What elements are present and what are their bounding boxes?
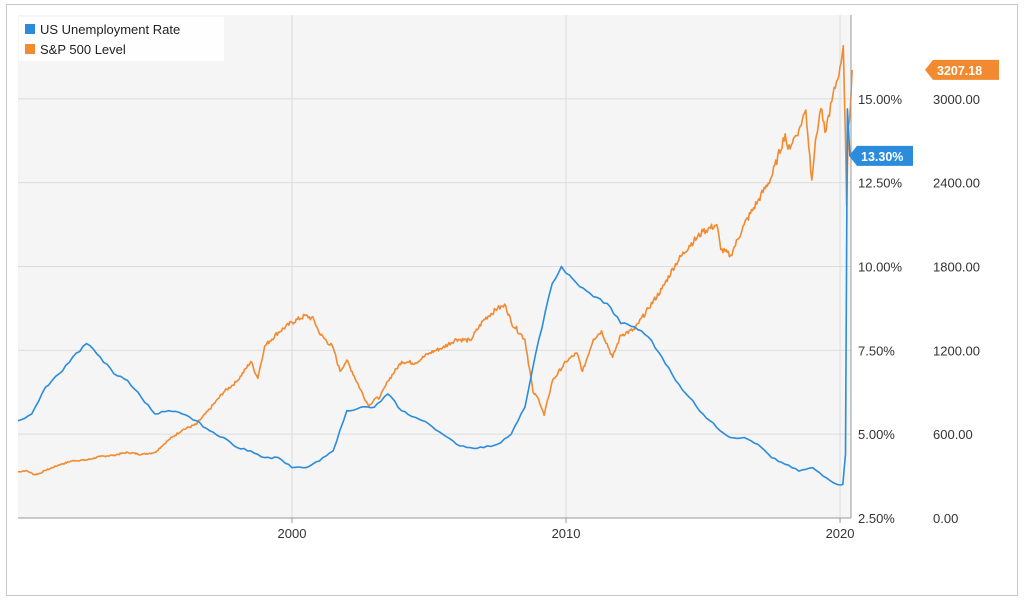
axes-layer: 2.50% 5.00% 7.50% 10.00% 12.50% 15.00% 0.00 600… [18, 15, 980, 541]
series-layer [17, 44, 853, 486]
right-axis-tick-label: 0.00 [933, 511, 958, 526]
unemployment-last-value-flag-shape [849, 145, 913, 166]
legend-swatch [25, 24, 35, 34]
line-chart: 2.50% 5.00% 7.50% 10.00% 12.50% 15.00% 0.00 600… [17, 15, 999, 541]
x-axis-tick-label: 2000 [278, 526, 307, 541]
chart-frame: 2.50% 5.00% 7.50% 10.00% 12.50% 15.00% 0.00 600… [6, 4, 1018, 596]
x-axis-tick-label: 2020 [826, 526, 855, 541]
left-axis-tick-label: 5.00% [858, 427, 895, 442]
last-value-flags: 13.30% 3207.18 [849, 59, 999, 166]
right-axis-tick-label: 1800.00 [933, 260, 980, 275]
left-axis-tick-label: 10.00% [858, 260, 903, 275]
legend: US Unemployment Rate S&P 500 Level [19, 17, 224, 61]
left-axis-tick-label: 7.50% [858, 343, 895, 358]
legend-swatch [25, 44, 35, 54]
unemployment-last-value-flag: 13.30% [861, 150, 903, 164]
unemployment-rate-line [17, 108, 851, 486]
left-axis-tick-label: 2.50% [858, 511, 895, 526]
left-axis-tick-label: 12.50% [858, 176, 903, 191]
right-axis-tick-label: 2400.00 [933, 176, 980, 191]
legend-label: S&P 500 Level [40, 42, 126, 57]
x-axis-tick-label: 2010 [552, 526, 581, 541]
legend-box [19, 17, 224, 61]
sp500-level-line [17, 44, 853, 476]
right-axis-tick-label: 600.00 [933, 427, 973, 442]
right-axis-tick-label: 1200.00 [933, 343, 980, 358]
sp500-last-value-flag: 3207.18 [937, 64, 982, 78]
sp500-last-value-flag-shape [925, 59, 999, 80]
legend-label: US Unemployment Rate [40, 22, 180, 37]
left-axis-tick-label: 15.00% [858, 92, 903, 107]
right-axis-tick-label: 3000.00 [933, 92, 980, 107]
